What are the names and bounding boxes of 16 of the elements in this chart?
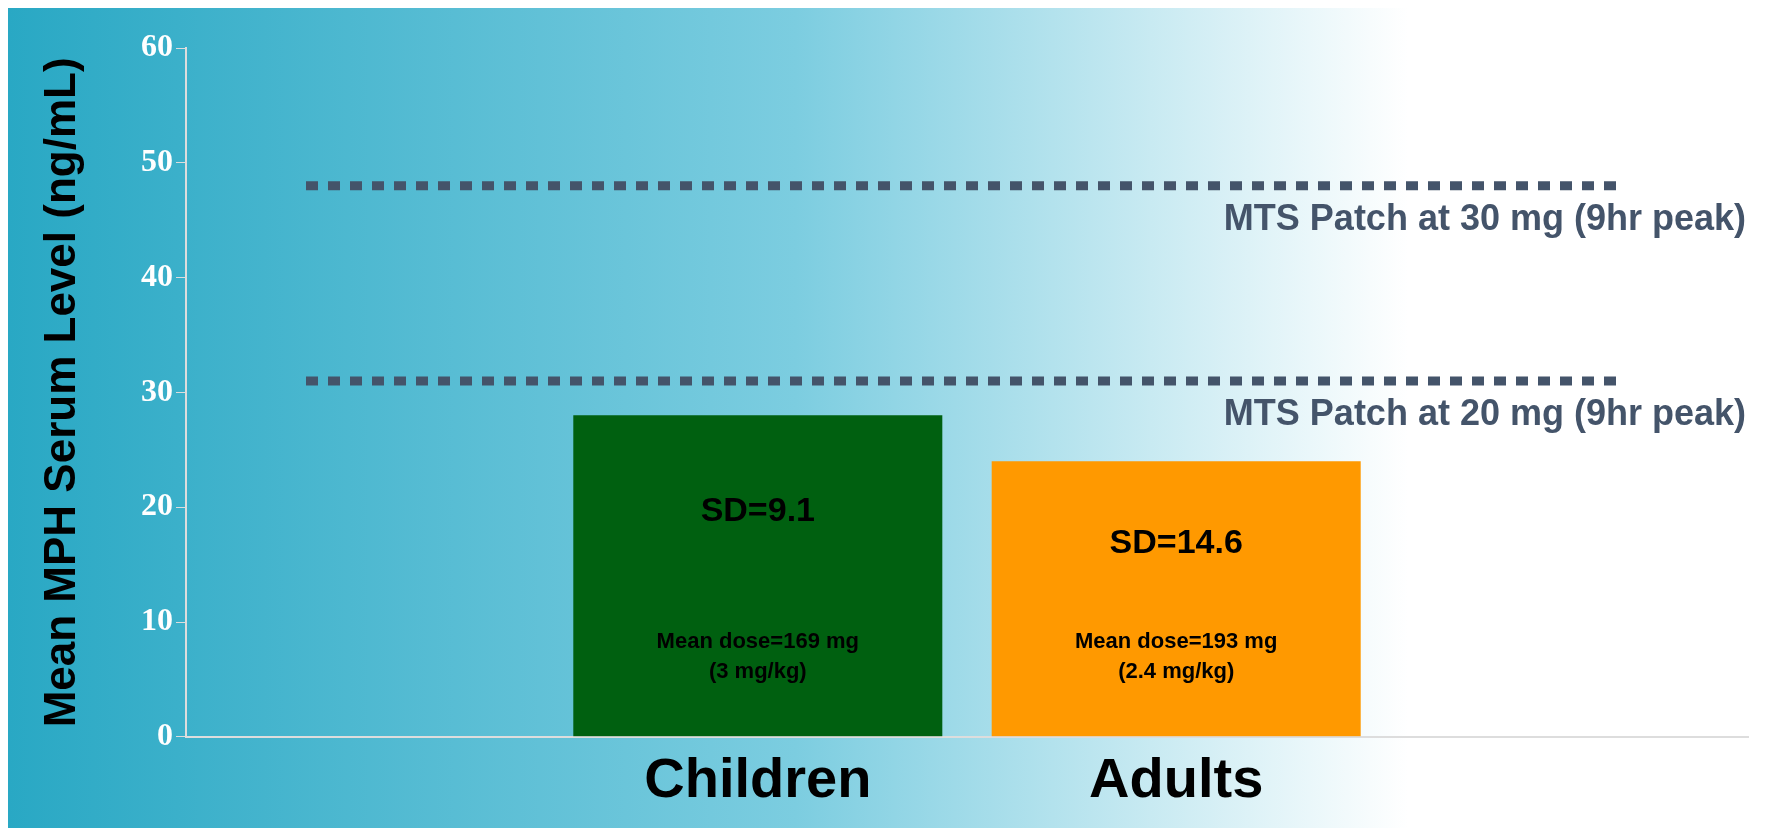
y-tick-label: 20 xyxy=(141,486,173,523)
x-tick-label: Children xyxy=(644,745,872,809)
y-tick-label: 0 xyxy=(157,716,173,753)
annotation: Mean dose=169 mg (3 mg/kg) xyxy=(656,627,859,683)
annotation: Mean dose=193 mg (2.4 mg/kg) xyxy=(1075,627,1278,683)
ref-line-label: MTS Patch at 30 mg (9hr peak) xyxy=(1223,196,1746,238)
y-tick-label: 40 xyxy=(141,256,173,293)
y-axis-title: Mean MPH Serum Level (ng/mL) xyxy=(35,57,85,728)
ref-line-label: MTS Patch at 20 mg (9hr peak) xyxy=(1223,391,1746,433)
y-tick-label: 50 xyxy=(141,142,173,179)
y-tick-label: 60 xyxy=(141,27,173,64)
annotation: SD=9.1 xyxy=(700,490,815,529)
annotation: SD=14.6 xyxy=(1109,522,1243,561)
y-tick-label: 30 xyxy=(141,371,173,408)
x-tick-label: Adults xyxy=(1089,745,1264,809)
y-tick-label: 10 xyxy=(141,601,173,638)
